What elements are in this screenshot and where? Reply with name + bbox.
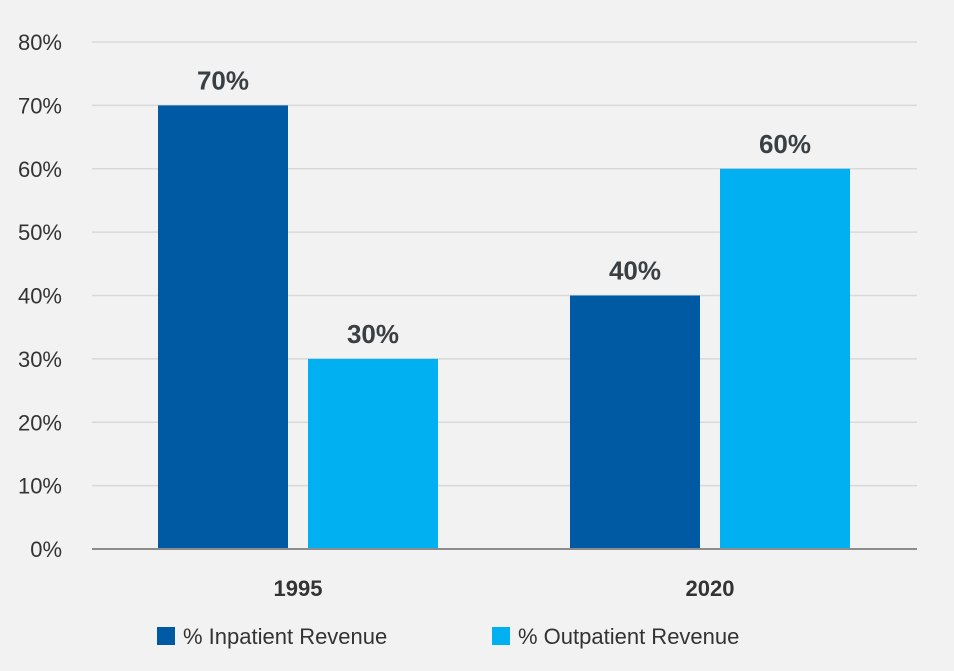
legend-label: % Outpatient Revenue <box>518 624 739 649</box>
x-axis-categories: 1995 2020 <box>274 576 735 601</box>
legend-swatch <box>492 627 510 645</box>
y-tick-label: 10% <box>18 474 62 499</box>
y-axis-ticks: 0% 10% 20% 30% 40% 50% 60% 70% 80% <box>18 30 62 562</box>
legend-label: % Inpatient Revenue <box>183 624 387 649</box>
bar-outpatient-2020 <box>720 168 850 549</box>
y-tick-label: 40% <box>18 284 62 309</box>
y-tick-label: 60% <box>18 157 62 182</box>
legend-item-inpatient: % Inpatient Revenue <box>157 624 387 649</box>
bars <box>158 105 850 549</box>
legend-swatch <box>157 627 175 645</box>
y-tick-label: 20% <box>18 410 62 435</box>
y-tick-label: 0% <box>30 537 62 562</box>
legend-item-outpatient: % Outpatient Revenue <box>492 624 739 649</box>
data-label: 40% <box>609 256 661 286</box>
bar-inpatient-2020 <box>570 295 700 549</box>
x-category-label: 2020 <box>686 576 735 601</box>
data-labels: 70% 30% 40% 60% <box>197 65 811 349</box>
y-tick-label: 50% <box>18 220 62 245</box>
y-tick-label: 30% <box>18 347 62 372</box>
x-category-label: 1995 <box>274 576 323 601</box>
legend: % Inpatient Revenue % Outpatient Revenue <box>157 624 739 649</box>
y-tick-label: 80% <box>18 30 62 55</box>
y-tick-label: 70% <box>18 93 62 118</box>
data-label: 70% <box>197 65 249 95</box>
data-label: 30% <box>347 319 399 349</box>
bar-inpatient-1995 <box>158 105 288 549</box>
data-label: 60% <box>759 129 811 159</box>
bar-outpatient-1995 <box>308 358 438 549</box>
